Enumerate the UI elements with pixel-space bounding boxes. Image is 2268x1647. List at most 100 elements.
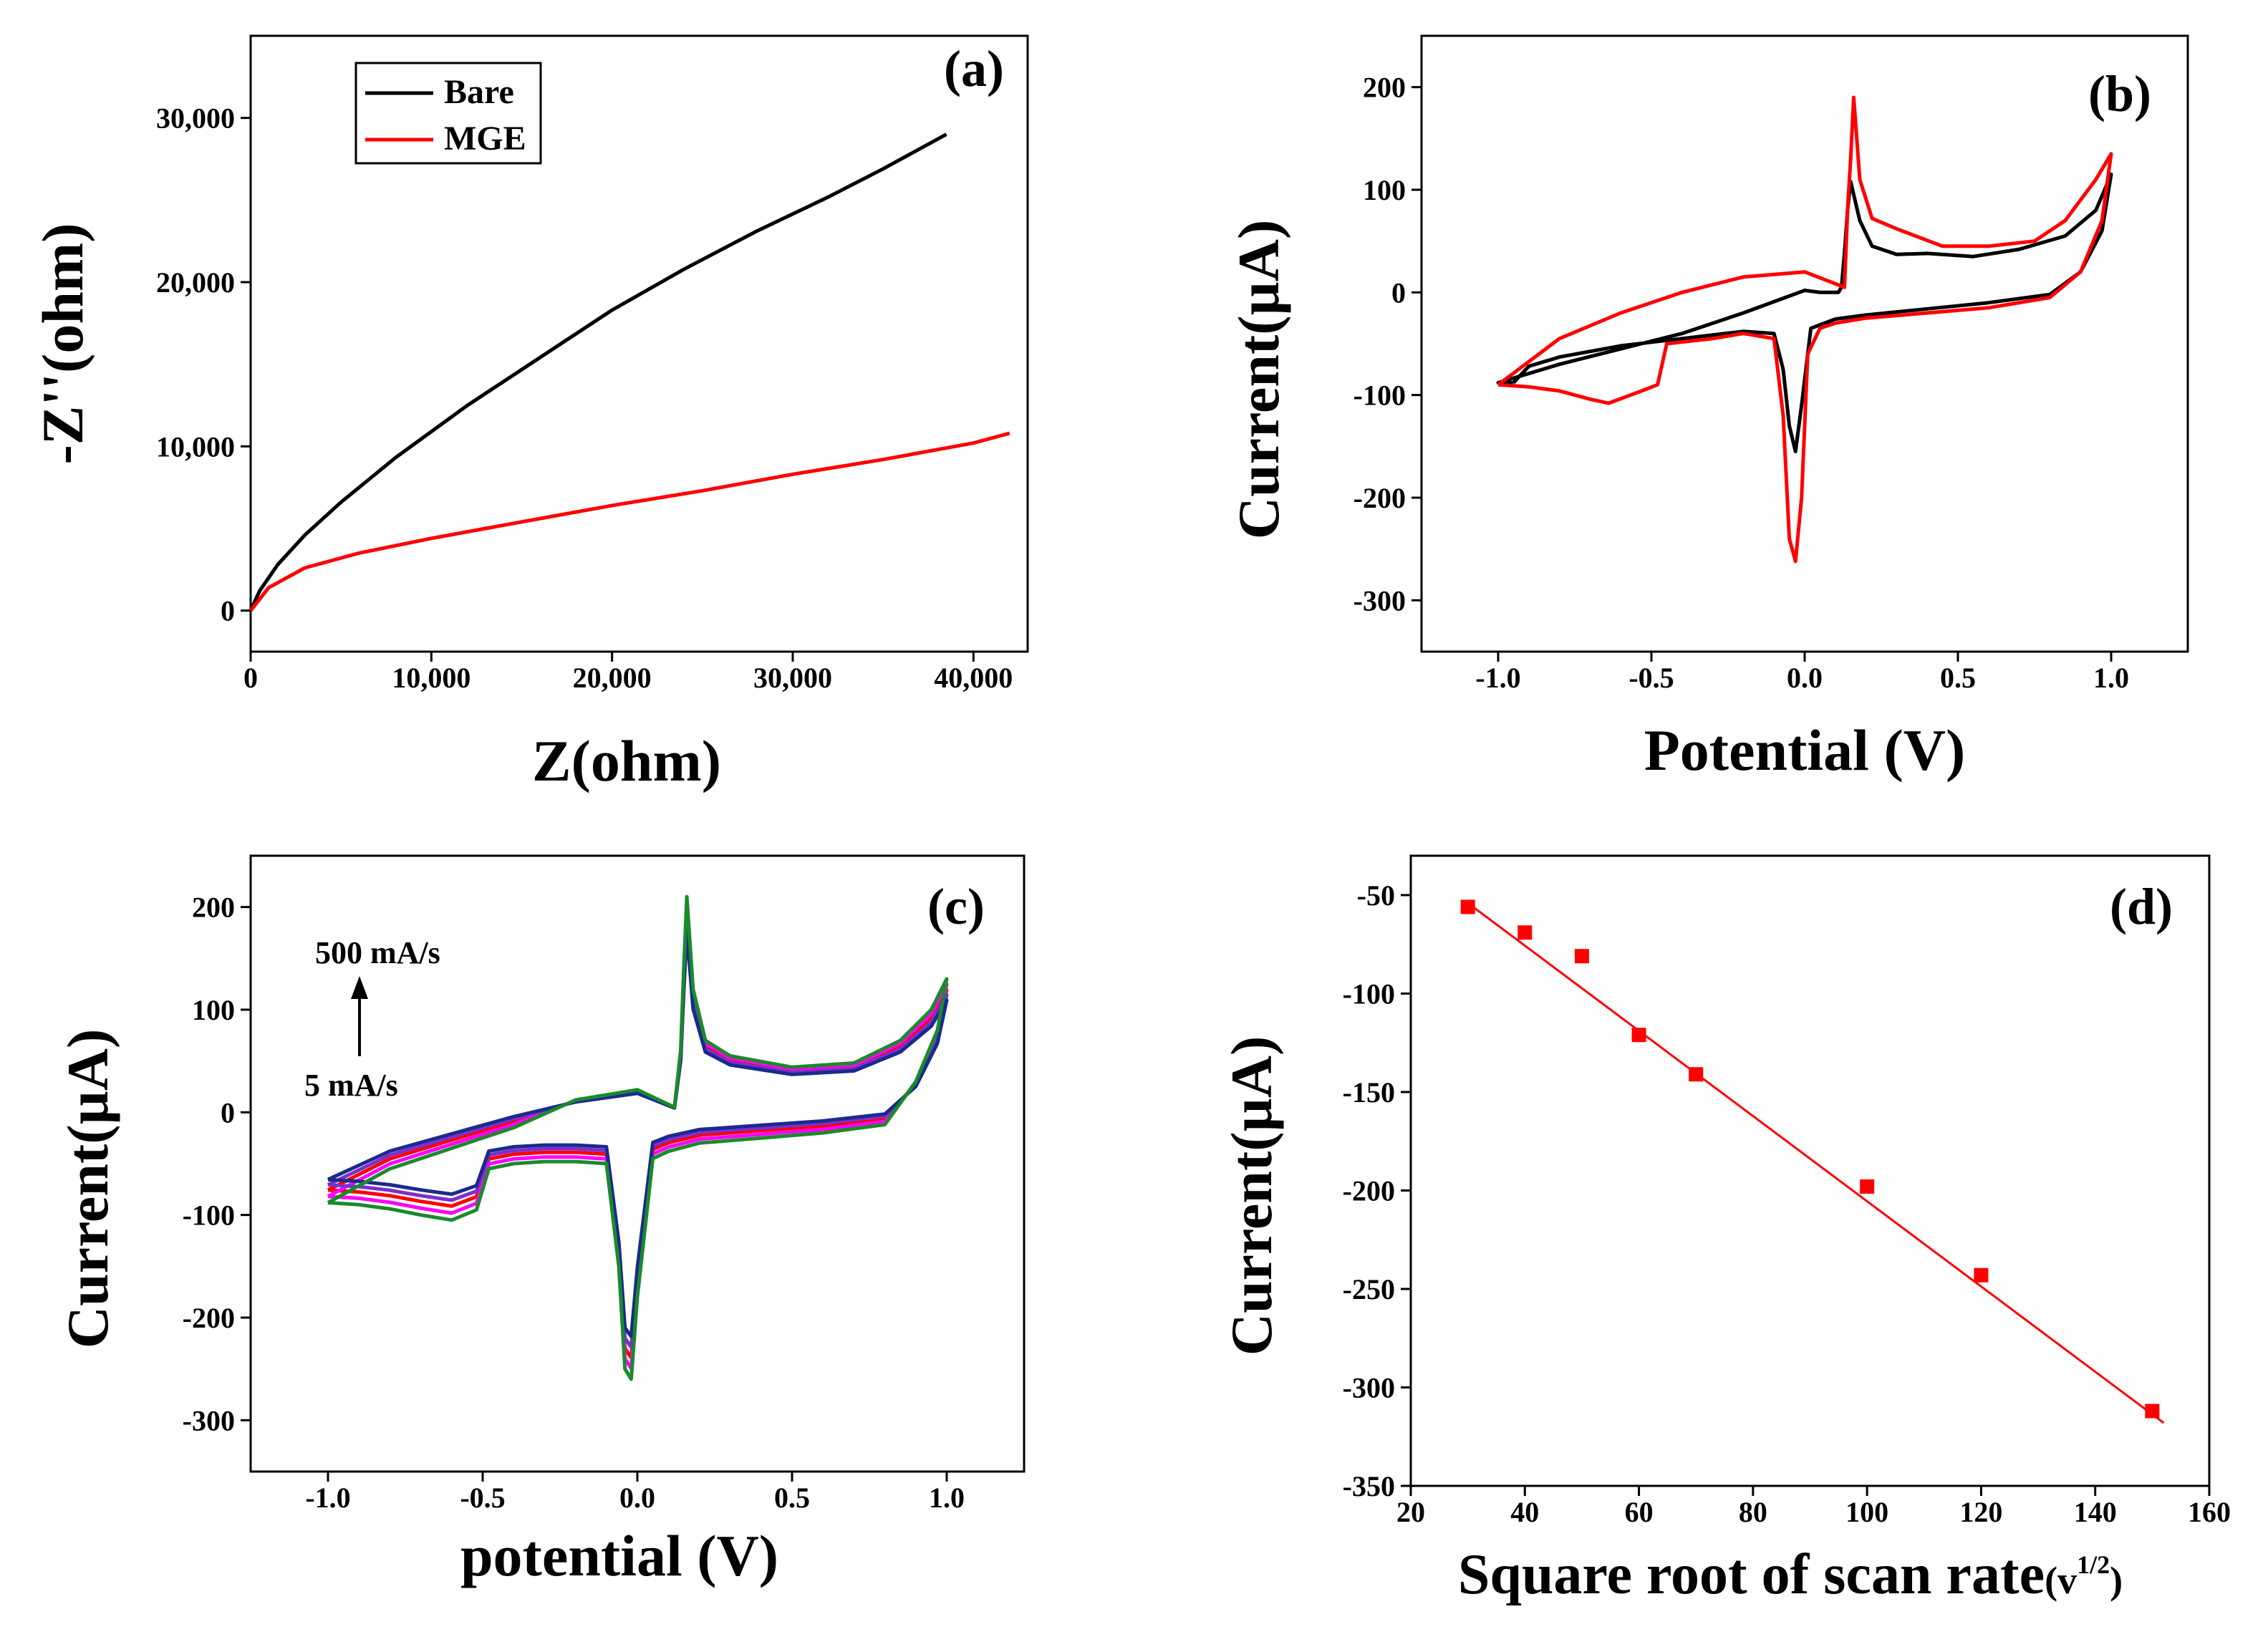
y-tick-label: -50 [1357, 879, 1395, 912]
y-tick-label: -300 [183, 1404, 235, 1436]
y-tick-label: 200 [1363, 72, 1406, 104]
x-axis-title: Square root of scan rate(v1/2) [1458, 1543, 2123, 1606]
plot-frame [1409, 854, 2211, 1487]
data-point [1631, 1028, 1646, 1043]
y-axis-title: Current(µA) [55, 1029, 120, 1349]
x-tick-label: 40,000 [934, 662, 1013, 694]
y-tick-label: 100 [192, 994, 235, 1026]
x-tick-label: -1.0 [305, 1482, 350, 1514]
panel-c-scan-rate-chart: -1.0 -0.5 0.0 0.5 1.0 -300 -200 -100 0 100 200 (c)… [55, 854, 1026, 1588]
series-line-2 [1497, 95, 2113, 564]
legend-label-bare: Bare [444, 73, 514, 111]
series-line-4 [327, 929, 949, 1338]
panel-b-cv-chart: -1.0 -0.5 0.0 0.5 1.0 -300 -200 -100 0 100 200 (b)… [1226, 34, 2189, 783]
y-tick-label: 30,000 [156, 102, 235, 135]
x-tick-label: -0.5 [1628, 662, 1674, 694]
x-tick-label: 1.0 [2093, 662, 2129, 694]
panel-label: (d) [2110, 878, 2173, 935]
x-tick-label: 1.0 [929, 1482, 965, 1514]
series-layer [1496, 95, 2113, 564]
legend-box [354, 62, 542, 165]
x-tick-label: 0.0 [619, 1482, 655, 1514]
annotation-lower-rate: 5 mA/s [304, 1068, 398, 1103]
data-point [1517, 925, 1533, 940]
legend-label-mge: MGE [444, 120, 526, 158]
y-tick-label: -300 [1343, 1372, 1395, 1404]
y-tick-label: -150 [1343, 1076, 1395, 1109]
series-line-1 [1496, 173, 2113, 453]
x-axis-title: Potential (V) [1644, 718, 1966, 783]
fit-line [1467, 902, 2165, 1424]
x-axis-title: Z(ohm) [532, 728, 721, 793]
panel-label: (c) [927, 878, 985, 935]
x-axis-title-superscript: 1/2 [2077, 1550, 2110, 1579]
y-tick-label: 200 [192, 892, 235, 924]
y-tick-label: -200 [1353, 482, 1406, 514]
x-axis-title-main: Square root of scan rate [1458, 1543, 2045, 1606]
series-layer [248, 132, 1010, 612]
axis-ticks: 20 40 60 80 100 120 140 160 -350 -300 -250 -200 -150… [1343, 879, 2231, 1528]
x-tick-label: 0 [243, 662, 258, 694]
legend: Bare MGE [354, 62, 542, 165]
data-point [1860, 1179, 1875, 1194]
y-tick-label: -100 [183, 1199, 235, 1232]
series-line-1 [248, 132, 947, 612]
data-point [1974, 1267, 1989, 1283]
x-tick-label: 20 [1396, 1496, 1425, 1528]
y-tick-label: -300 [1353, 584, 1406, 617]
y-tick-label: -250 [1343, 1273, 1395, 1305]
y-tick-label: 20,000 [156, 266, 235, 299]
y-tick-label: -200 [1343, 1175, 1395, 1207]
series-line-5 [327, 894, 949, 1381]
data-point [2145, 1404, 2160, 1419]
y-tick-label: 0 [1391, 276, 1406, 309]
x-tick-label: 80 [1739, 1496, 1767, 1528]
y-tick-label: 10,000 [156, 430, 235, 463]
x-tick-label: -0.5 [460, 1482, 505, 1514]
axis-ticks: 0 10,000 20,000 30,000 40,000 0 10,000 20,000 30… [156, 102, 1013, 694]
panel-a-impedance-chart: 0 10,000 20,000 30,000 40,000 0 10,000 20,000 30… [30, 34, 1029, 793]
y-tick-label: -350 [1343, 1470, 1395, 1502]
x-tick-label: 140 [2074, 1496, 2117, 1528]
plot-frame [249, 34, 1029, 653]
y-tick-label: 0 [221, 1096, 235, 1129]
x-tick-label: 40 [1510, 1496, 1539, 1528]
series-layer [327, 894, 949, 1381]
annotation-arrow-head [351, 976, 368, 999]
panel-d-linear-fit-chart: 20 40 60 80 100 120 140 160 -350 -300 -250 -200 -150… [1219, 854, 2231, 1606]
annotation-upper-rate: 500 mA/s [315, 935, 440, 970]
x-axis-title-unit: (v [2045, 1559, 2077, 1602]
panel-label: (a) [944, 40, 1004, 97]
y-tick-label: -100 [1353, 380, 1406, 412]
data-point [1689, 1067, 1704, 1082]
x-axis-title: potential (V) [460, 1523, 778, 1588]
panel-label: (b) [2088, 65, 2151, 122]
x-tick-label: 120 [1959, 1496, 2002, 1528]
series-line-2 [249, 431, 1010, 612]
y-tick-label: -100 [1343, 978, 1395, 1010]
x-tick-label: 100 [1845, 1496, 1888, 1528]
x-tick-label: 60 [1625, 1496, 1654, 1528]
x-tick-label: 20,000 [573, 662, 652, 694]
x-tick-label: 0.5 [774, 1482, 810, 1514]
x-axis-title-close: ) [2110, 1559, 2123, 1602]
series-layer [1460, 899, 2165, 1424]
y-axis-title: Current(µA) [1226, 220, 1291, 540]
y-axis-title: -Z''(ohm) [30, 223, 95, 464]
plot-frame [1420, 34, 2189, 653]
data-point [1460, 899, 1475, 914]
y-tick-label: -200 [183, 1302, 235, 1334]
axis-ticks: -1.0 -0.5 0.0 0.5 1.0 -300 -200 -100 0 100 200 [1353, 72, 2129, 694]
y-tick-label: 100 [1363, 174, 1406, 206]
y-axis-title: Current(µA) [1219, 1036, 1284, 1356]
x-tick-label: -1.0 [1475, 662, 1520, 694]
y-tick-label: 0 [221, 595, 235, 627]
x-tick-label: 0.5 [1940, 662, 1976, 694]
x-tick-label: 30,000 [753, 662, 832, 694]
x-tick-label: 160 [2188, 1496, 2231, 1528]
axis-ticks: -1.0 -0.5 0.0 0.5 1.0 -300 -200 -100 0 100 200 [183, 892, 965, 1514]
x-tick-label: 10,000 [392, 662, 471, 694]
x-tick-label: 0.0 [1787, 662, 1823, 694]
data-point [1574, 949, 1589, 964]
